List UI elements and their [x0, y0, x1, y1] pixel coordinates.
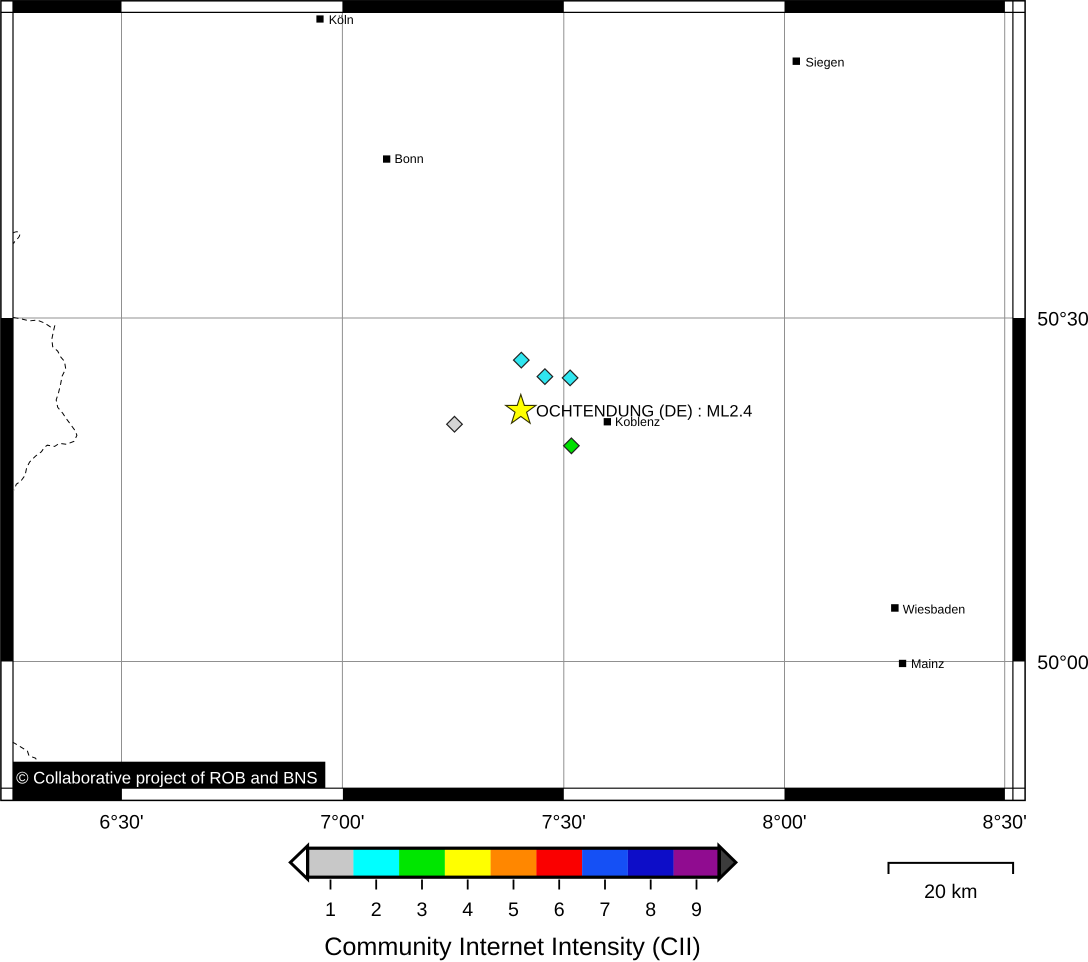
- svg-text:9: 9: [691, 899, 702, 921]
- svg-text:7°30': 7°30': [542, 811, 586, 833]
- svg-text:7°00': 7°00': [320, 811, 364, 833]
- svg-text:6: 6: [554, 899, 565, 921]
- svg-text:3: 3: [417, 899, 428, 921]
- svg-text:Koblenz: Koblenz: [615, 415, 660, 429]
- svg-text:8°00': 8°00': [762, 811, 806, 833]
- svg-text:7: 7: [600, 899, 611, 921]
- svg-text:Köln: Köln: [329, 13, 354, 27]
- svg-text:8: 8: [645, 899, 656, 921]
- svg-text:5: 5: [508, 899, 519, 921]
- svg-text:OCHTENDUNG (DE) : ML2.4: OCHTENDUNG (DE) : ML2.4: [536, 403, 752, 421]
- svg-text:2: 2: [371, 899, 382, 921]
- svg-text:50°00': 50°00': [1037, 652, 1088, 674]
- svg-text:Wiesbaden: Wiesbaden: [903, 602, 966, 616]
- svg-text:8°30': 8°30': [983, 811, 1027, 833]
- svg-text:Community Internet Intensity (: Community Internet Intensity (CII): [324, 933, 701, 961]
- svg-text:6°30': 6°30': [99, 811, 143, 833]
- svg-text:© Collaborative project of ROB: © Collaborative project of ROB and BNS: [16, 768, 318, 787]
- svg-text:1: 1: [325, 899, 336, 921]
- svg-text:50°30': 50°30': [1037, 308, 1088, 330]
- svg-text:Bonn: Bonn: [395, 152, 424, 166]
- svg-text:Siegen: Siegen: [806, 55, 845, 69]
- svg-text:4: 4: [462, 899, 473, 921]
- svg-text:Mainz: Mainz: [911, 657, 944, 671]
- svg-text:20 km: 20 km: [924, 881, 977, 903]
